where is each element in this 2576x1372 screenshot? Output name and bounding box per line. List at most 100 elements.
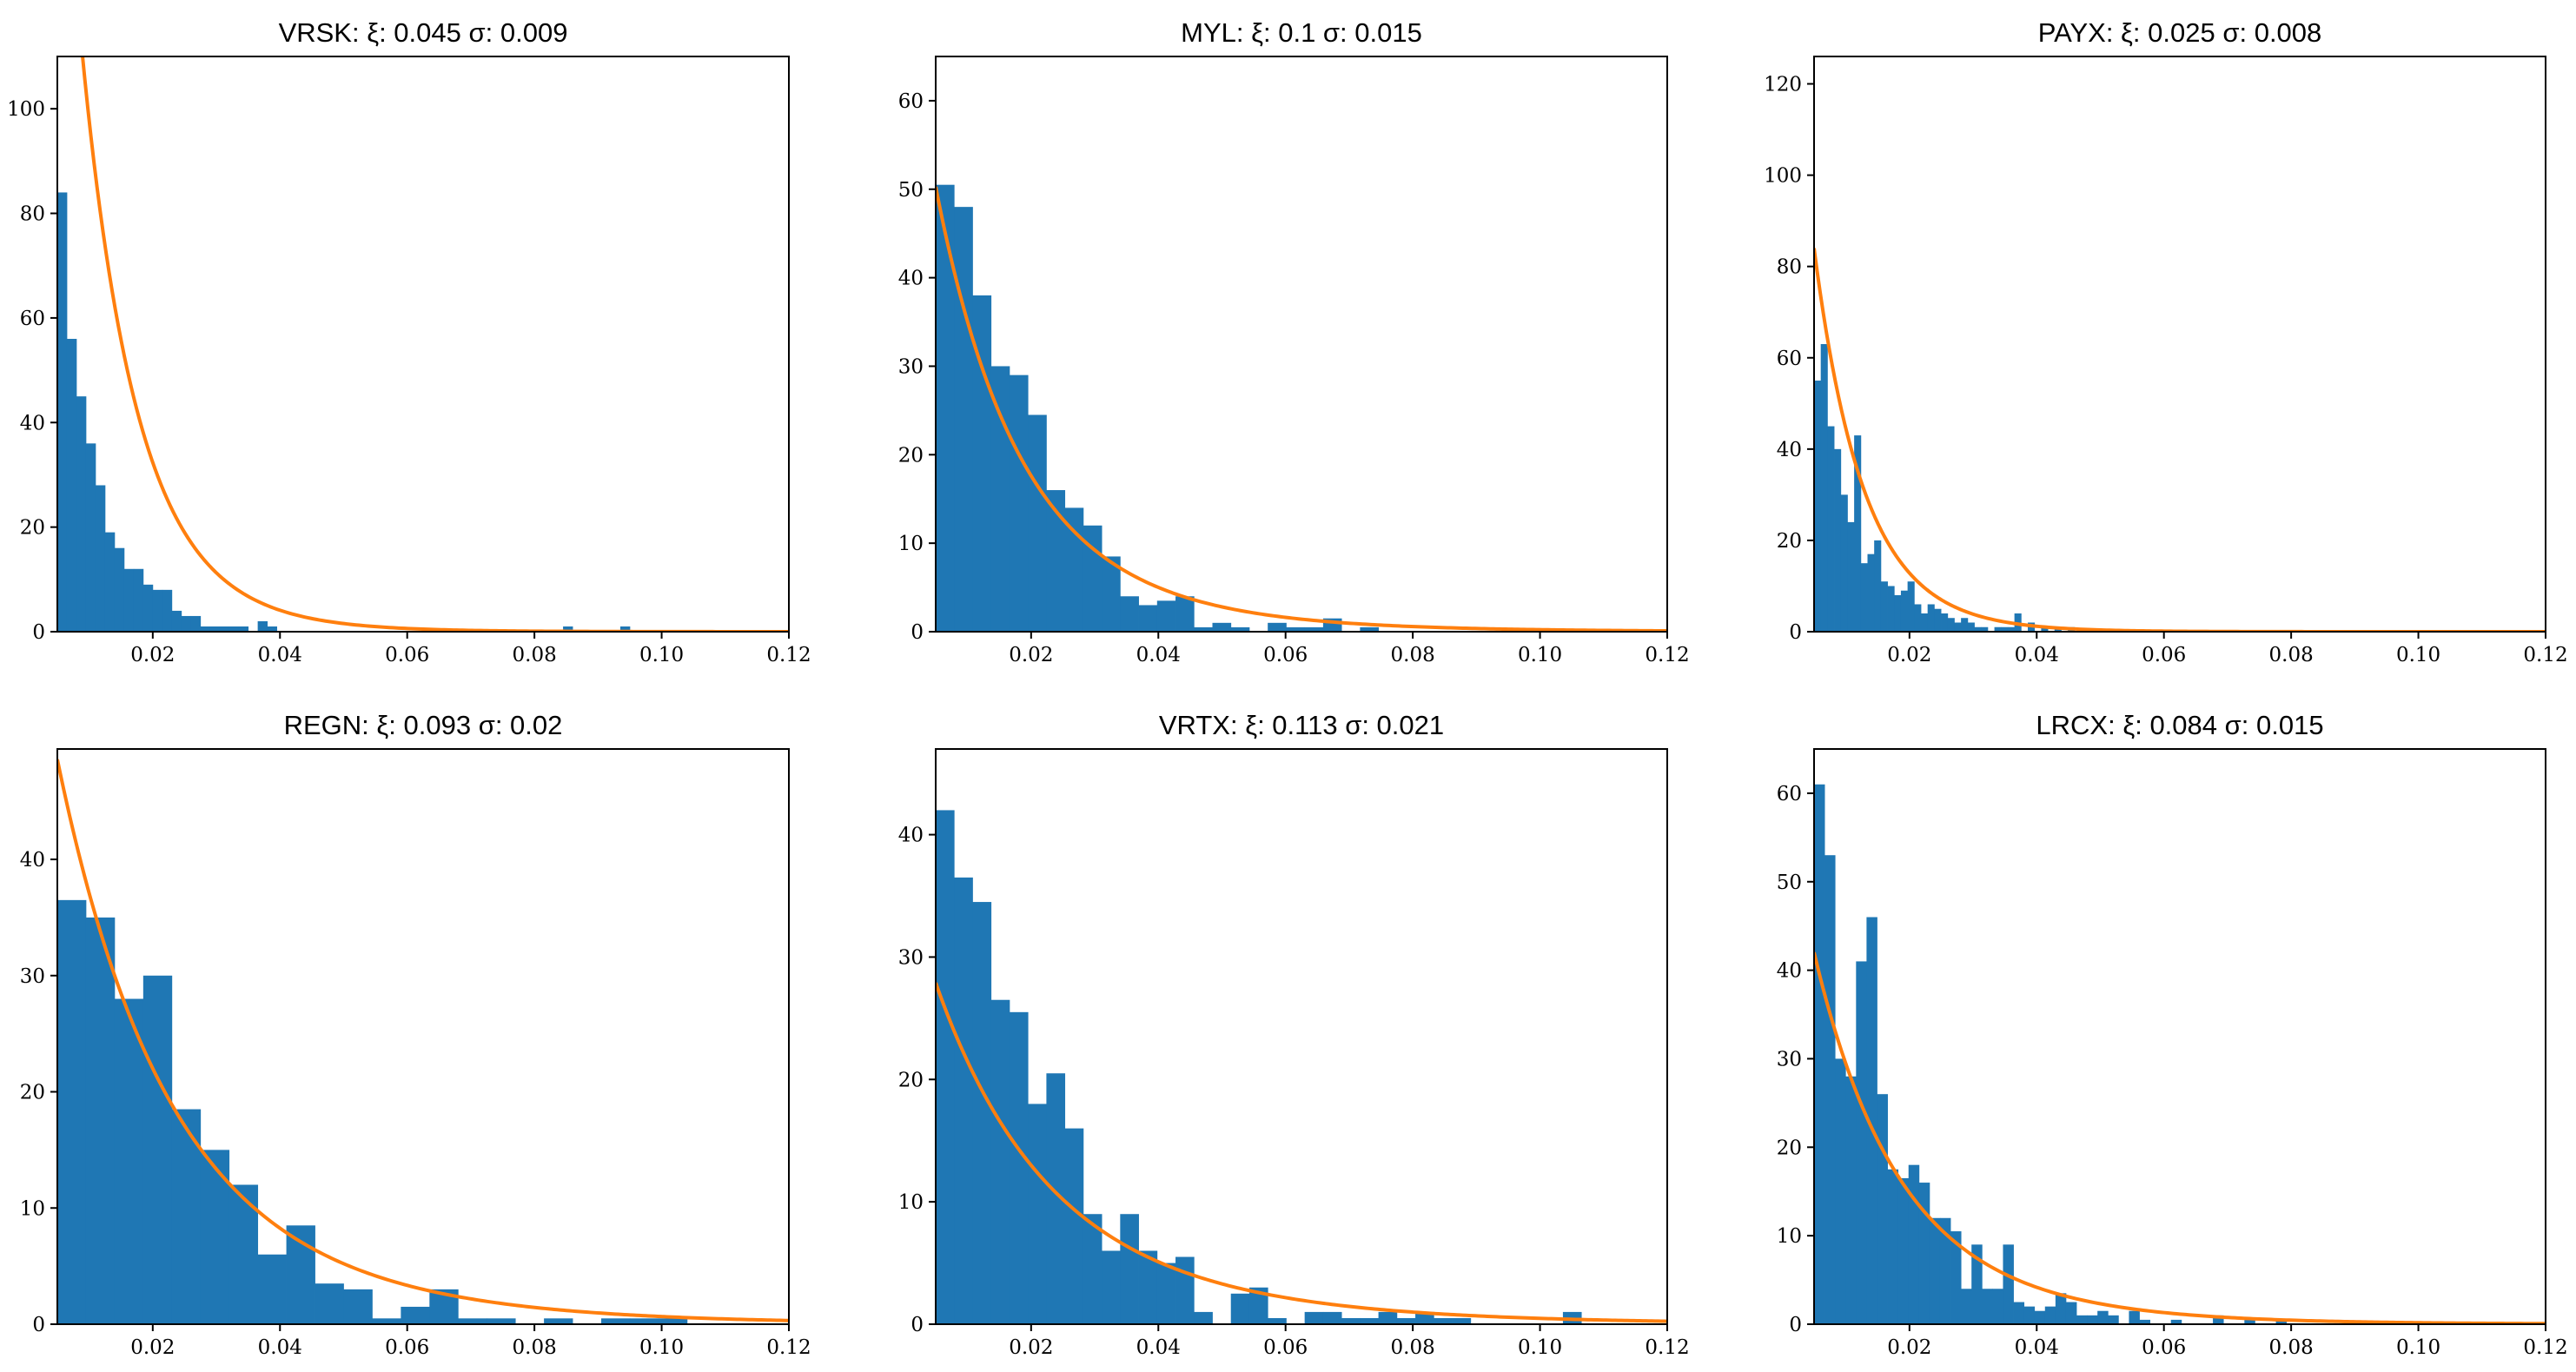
histogram-bar	[114, 998, 144, 1324]
histogram-bar	[343, 1289, 373, 1324]
x-tick-label: 0.08	[1391, 1336, 1435, 1359]
histogram-bar	[1860, 563, 1868, 632]
x-tick-label: 0.08	[2269, 644, 2314, 666]
x-tick-label: 0.02	[130, 644, 175, 666]
y-tick-label: 10	[898, 533, 924, 555]
histogram-bar	[1907, 581, 1915, 632]
histogram-bar	[1835, 1058, 1846, 1324]
x-tick-label: 0.12	[2523, 644, 2567, 666]
histogram-bar	[219, 626, 230, 632]
histogram-bar	[257, 1254, 287, 1324]
histogram-bar	[315, 1283, 344, 1324]
axes-frame	[56, 748, 790, 1325]
histogram-bar	[1064, 1128, 1084, 1324]
histogram-bar	[1880, 581, 1888, 632]
histogram-bar	[658, 1318, 688, 1324]
y-tick-label: 0	[1789, 621, 1802, 644]
y-tick-label: 120	[1764, 74, 1802, 96]
x-tick-label: 0.04	[1136, 644, 1181, 666]
histogram-bar	[1286, 626, 1306, 632]
histogram-bar	[209, 626, 221, 632]
y-tick-label: 30	[898, 946, 924, 969]
histogram-bar	[563, 626, 573, 632]
histogram-bar	[972, 902, 992, 1324]
histogram-bar	[1028, 414, 1047, 632]
histogram-bar	[1028, 1104, 1047, 1324]
histogram-bar	[2044, 1306, 2056, 1324]
histogram-bar	[2087, 1315, 2098, 1324]
histogram-bar	[1854, 435, 1862, 632]
chart-title: LRCX: ξ: 0.084 σ: 0.015	[2036, 710, 2323, 740]
fit-curve	[1814, 951, 2546, 1324]
y-tick-label: 30	[1777, 1048, 1802, 1070]
axes-frame	[56, 56, 790, 633]
histogram-bar	[1102, 1250, 1121, 1324]
y-tick-label: 0	[911, 621, 924, 644]
chart-title: REGN: ξ: 0.093 σ: 0.02	[284, 710, 563, 740]
histogram-bar	[1248, 1287, 1268, 1324]
histogram-bar	[2170, 1319, 2182, 1324]
y-tick-label: 20	[898, 444, 924, 467]
x-tick-label: 0.12	[1645, 1336, 1689, 1359]
histogram-bar	[2244, 1319, 2255, 1324]
histogram-bar	[401, 1306, 430, 1324]
histogram-bar	[1994, 626, 2002, 632]
histogram-bar	[372, 1318, 401, 1324]
histogram-bar	[114, 547, 125, 632]
histogram-bar	[1918, 1183, 1930, 1324]
histogram-bar	[1156, 1263, 1176, 1324]
x-tick-label: 0.02	[1009, 644, 1053, 666]
x-tick-label: 0.02	[130, 1336, 175, 1359]
histogram-bar	[1961, 618, 1969, 632]
histogram-bar	[619, 626, 631, 632]
histogram-bar	[1900, 590, 1909, 632]
x-tick-label: 0.10	[639, 644, 684, 666]
histogram-bar	[1971, 1244, 1983, 1324]
y-tick-label: 20	[20, 1082, 45, 1104]
histogram-bar	[1894, 594, 1902, 632]
histogram-bar	[990, 366, 1010, 632]
histogram-bar	[1268, 1317, 1287, 1324]
histogram-bar	[1083, 1214, 1103, 1324]
y-tick-label: 0	[32, 1314, 45, 1336]
histogram-bar	[1887, 1169, 1899, 1324]
y-tick-label: 20	[20, 517, 45, 540]
histogram-bar	[1847, 521, 1855, 632]
y-tick-label: 60	[20, 308, 45, 330]
y-tick-label: 40	[1777, 960, 1802, 983]
histogram-bar	[142, 975, 173, 1324]
x-tick-label: 0.08	[2269, 1336, 2314, 1359]
y-tick-label: 40	[20, 412, 45, 434]
plot-area	[57, 759, 789, 1324]
x-tick-label: 0.04	[2015, 644, 2059, 666]
histogram-bar	[190, 615, 202, 632]
histogram-bar	[1827, 426, 1835, 632]
histogram-bar	[1856, 961, 1867, 1324]
histogram-bar	[1914, 604, 1922, 632]
histogram-bar	[1934, 608, 1942, 632]
y-tick-label: 0	[1789, 1314, 1802, 1336]
x-tick-label: 0.08	[1391, 644, 1435, 666]
x-tick-label: 0.08	[513, 644, 557, 666]
subplot-5: 0.02 0.04 0.06 0.08 0.10 0.12 0 10 20 30 40 VRTX: ξ…	[898, 710, 1690, 1359]
y-tick-label: 40	[898, 825, 924, 847]
y-tick-label: 50	[898, 179, 924, 202]
histogram-bar	[936, 184, 955, 632]
plot-area	[936, 184, 1667, 632]
histogram-bar	[1194, 626, 1213, 632]
x-tick-label: 0.04	[258, 644, 302, 666]
histogram-bar	[1415, 1311, 1434, 1324]
histogram-bar	[1046, 1073, 1066, 1324]
histogram-bar	[1950, 1231, 1962, 1324]
histogram-bar	[1897, 1177, 1910, 1324]
y-tick-label: 50	[1777, 872, 1802, 894]
histogram-bar	[954, 207, 973, 632]
subplot-4: 0.02 0.04 0.06 0.08 0.10 0.12 0 10 20 30 40 REGN: ξ…	[20, 710, 811, 1359]
plot-area	[1814, 784, 2546, 1324]
y-tick-label: 20	[898, 1069, 924, 1091]
histogram-bar	[1009, 374, 1029, 632]
histogram-bar	[1834, 448, 1842, 632]
y-tick-label: 60	[898, 90, 924, 113]
histogram-bar	[85, 443, 96, 632]
histogram-bar	[544, 1318, 573, 1324]
